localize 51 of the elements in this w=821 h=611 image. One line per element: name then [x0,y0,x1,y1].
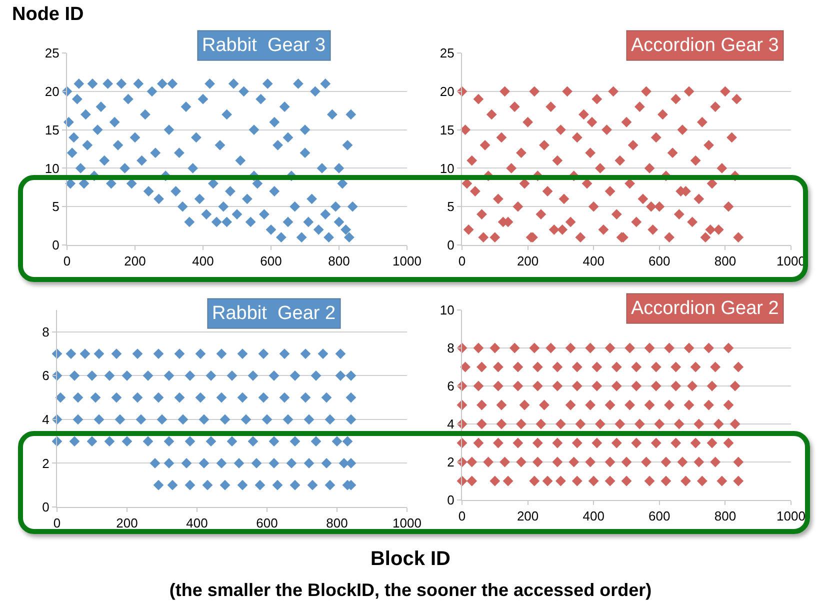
x-tick-label: 400 [582,508,604,524]
x-tick-label: 200 [124,254,146,269]
x-tick-label: 200 [116,516,138,531]
chart-title: Rabbit Gear 2 [212,303,336,324]
y-tick-label: 25 [440,46,454,61]
x-tick-label: 0 [458,508,466,524]
x-tick-label: 0 [63,254,71,269]
y-tick-label: 20 [440,84,454,99]
x-tick-label: 400 [186,516,208,531]
y-tick-label: 20 [44,84,60,99]
y-axis-title: Node ID [12,4,84,26]
x-axis-title: Block ID [369,548,452,571]
x-tick-label: 600 [648,508,670,524]
x-tick-label: 200 [516,254,539,269]
y-tick-label: 0 [447,238,454,253]
x-tick-label: 600 [256,516,278,531]
chart-title: Accordion Gear 3 [631,35,779,56]
x-tick-label: 600 [648,254,670,269]
y-tick-label: 2 [447,454,454,470]
x-tick-label: 1000 [776,508,806,524]
y-tick-label: 10 [44,160,60,176]
x-tick-label: 0 [458,254,466,269]
x-tick-label: 600 [260,254,282,269]
x-tick-label: 400 [582,254,604,269]
y-tick-label: 4 [42,412,50,427]
chart-title: Rabbit Gear 3 [202,35,326,56]
y-tick-label: 25 [44,46,60,61]
x-tick-label: 400 [192,254,214,269]
y-tick-label: 0 [52,238,60,253]
x-tick-label: 800 [328,254,350,269]
y-tick-label: 6 [447,378,454,394]
y-tick-label: 2 [42,456,50,471]
chart-title: Accordion Gear 2 [631,298,779,319]
y-tick-label: 4 [447,416,454,432]
text: (the smaller the BlockID, the sooner the accessed order) [168,580,653,601]
x-tick-label: 800 [326,516,348,531]
y-tick-label: 10 [440,160,454,176]
y-tick-label: 5 [447,199,454,214]
x-tick-label: 200 [516,508,539,524]
y-tick-label: 0 [447,492,454,508]
y-tick-label: 5 [52,199,60,214]
x-tick-label: 1000 [392,254,422,269]
y-tick-label: 10 [440,302,454,318]
y-tick-label: 8 [447,340,454,356]
x-tick-label: 800 [714,254,736,269]
y-tick-label: 6 [42,368,50,384]
y-tick-label: 15 [44,122,60,138]
y-tick-label: 15 [440,122,454,138]
x-tick-label: 1000 [392,516,422,531]
y-tick-label: 8 [42,324,50,340]
x-tick-label: 800 [714,508,736,524]
